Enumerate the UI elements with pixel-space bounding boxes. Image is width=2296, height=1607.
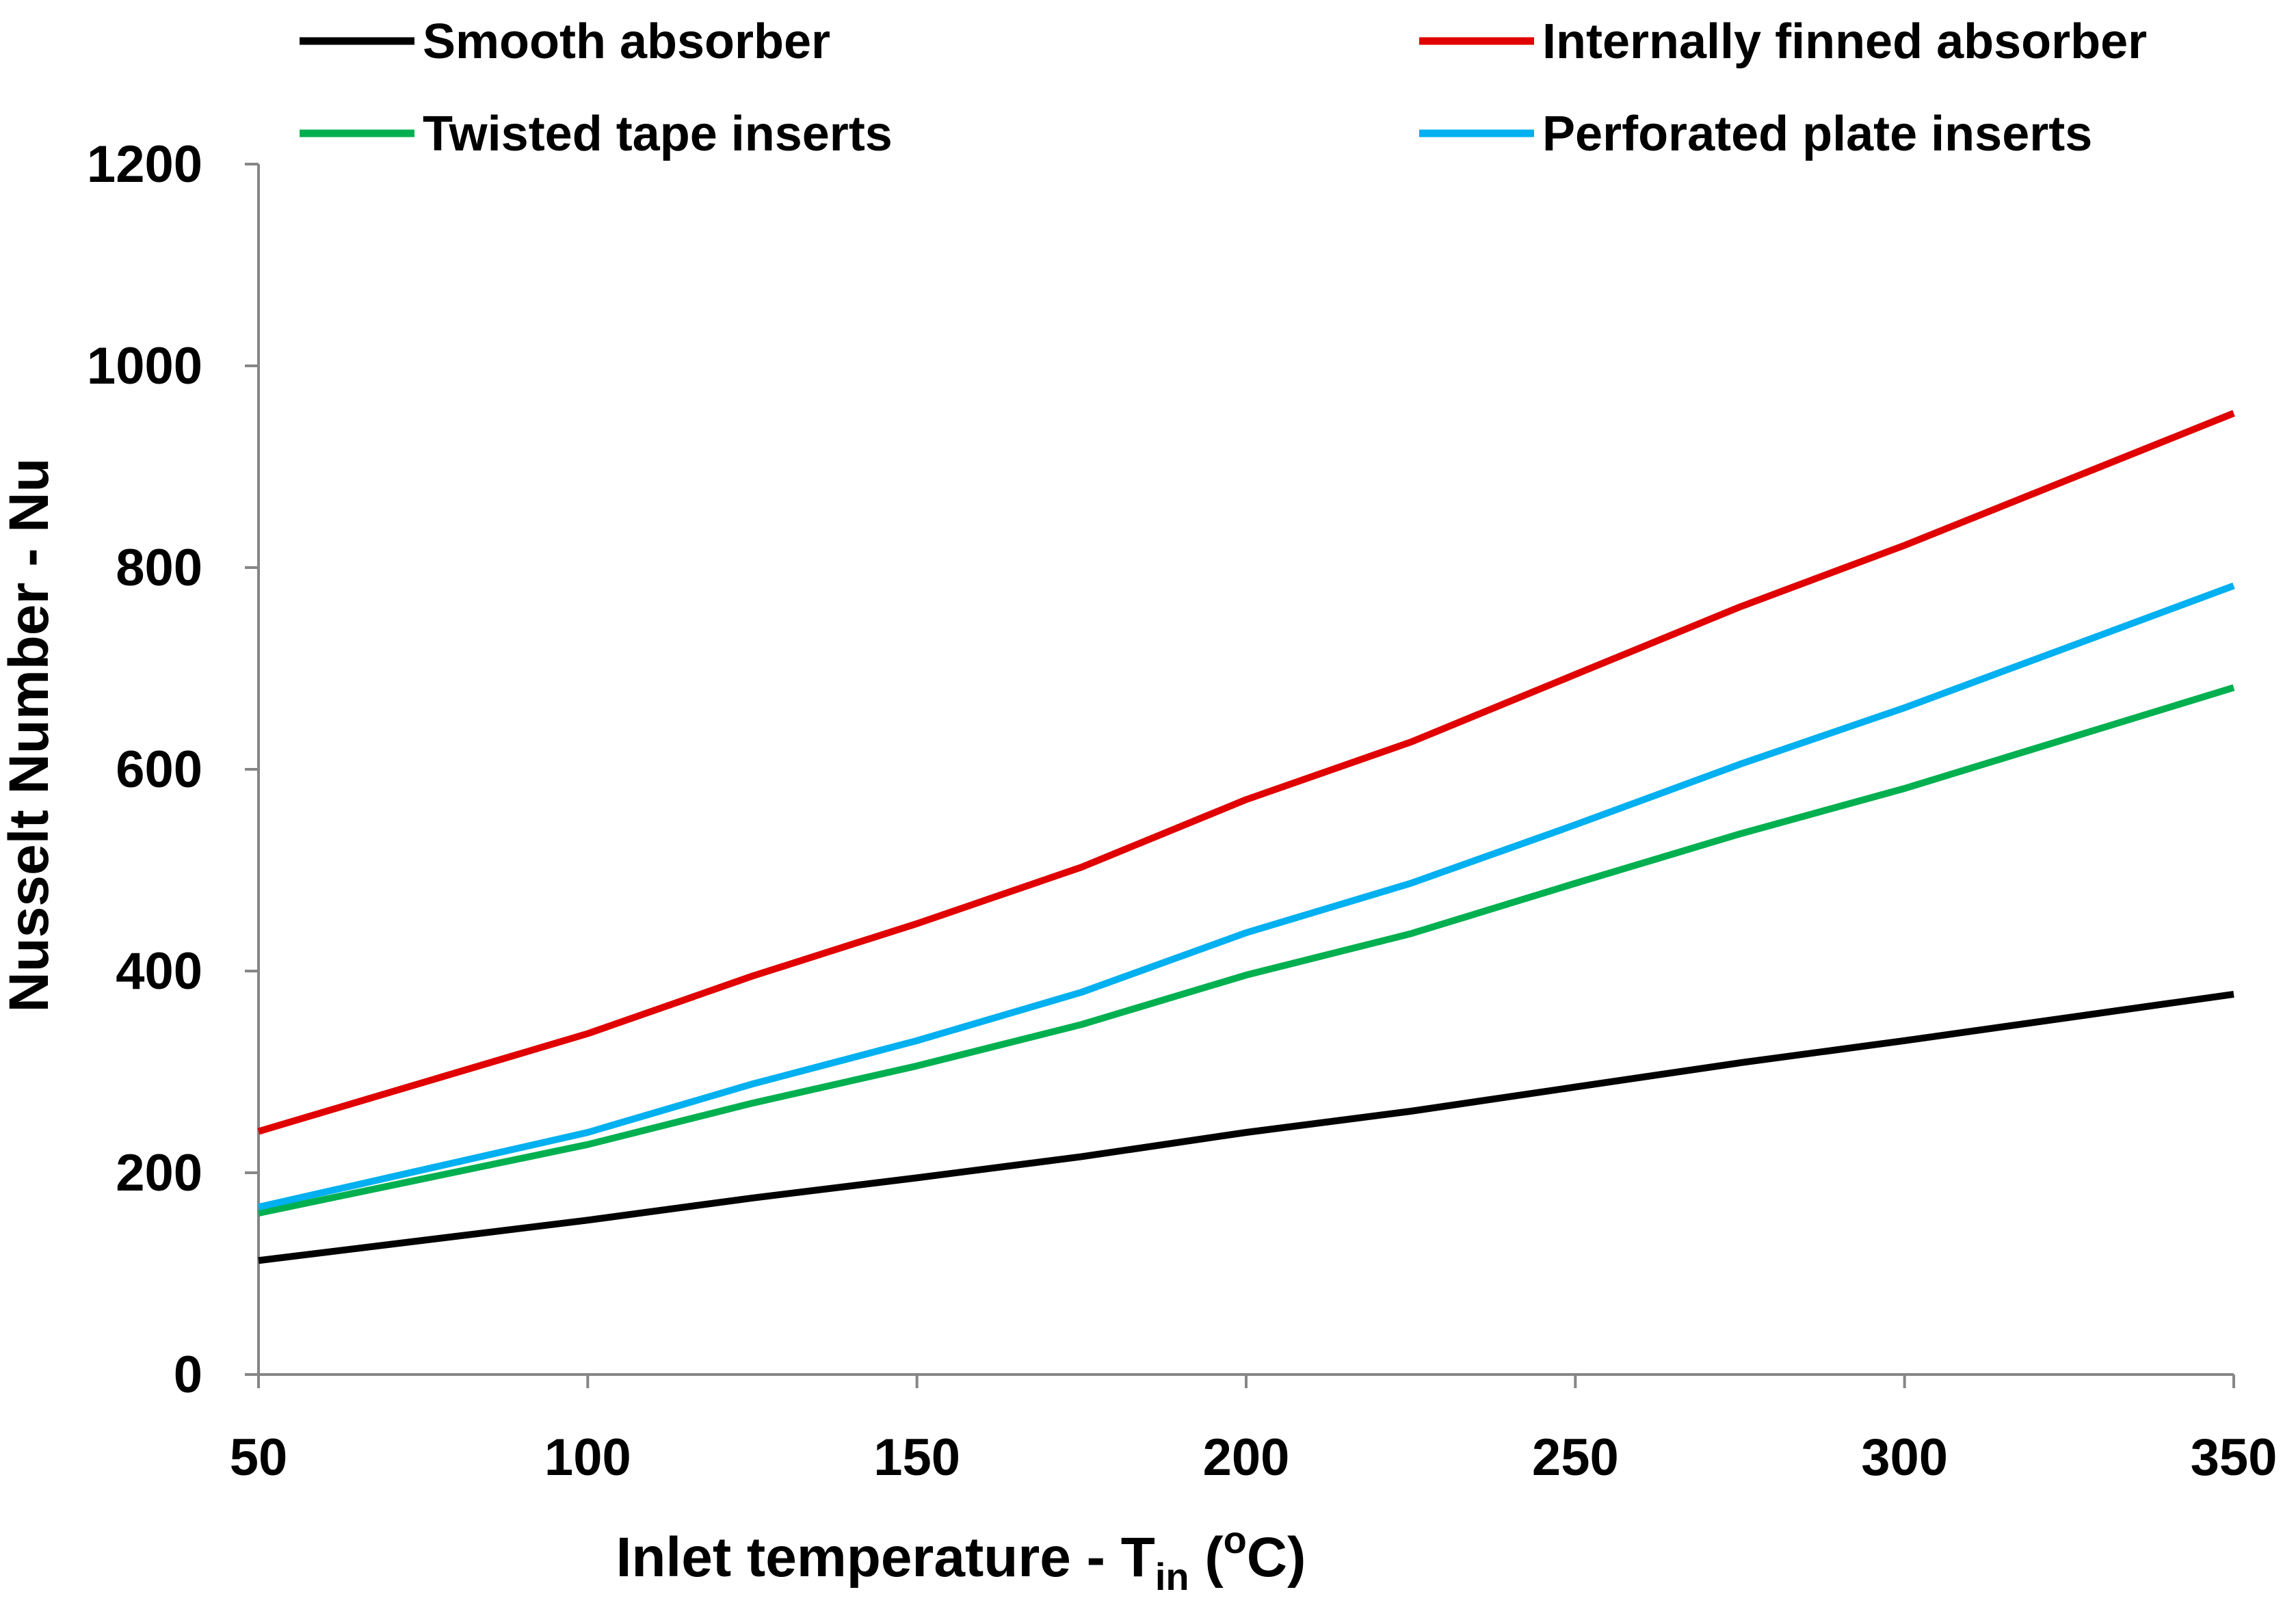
y-tick-label: 1200 (87, 135, 202, 194)
series-lines (257, 410, 2235, 1264)
x-axis-title-main: Inlet temperature - T (616, 1526, 1155, 1589)
y-tick-label: 200 (116, 1144, 202, 1202)
legend: Smooth absorber Internally finned absorbe… (300, 14, 2147, 161)
x-tick-label: 100 (544, 1429, 631, 1487)
x-axis-title-open: ( (1189, 1526, 1224, 1589)
series-line-perforated-plate-inserts (257, 582, 2235, 1211)
series-line-internally-finned-absorber (257, 410, 2235, 1135)
x-tick-label: 250 (1532, 1429, 1619, 1487)
x-tick-label: 350 (2191, 1429, 2278, 1487)
y-axis-title: Nusselt Number - Nu (0, 458, 60, 1013)
legend-label-internally-finned-absorber: Internally finned absorber (1542, 14, 2147, 69)
y-tick-label: 600 (116, 741, 202, 799)
series-line-smooth-absorber (258, 990, 2234, 1264)
x-tick-label: 150 (873, 1429, 960, 1487)
y-tick-label: 0 (174, 1346, 202, 1404)
x-axis-ticks: 50 100 150 200 250 300 350 (230, 1374, 2278, 1487)
x-axis-title-close: C) (1247, 1526, 1306, 1589)
chart-axes (257, 164, 2234, 1376)
y-axis-ticks: 0 200 400 600 800 1000 1200 (87, 135, 259, 1404)
x-tick-label: 200 (1203, 1429, 1290, 1487)
legend-label-perforated-plate-inserts: Perforated plate inserts (1542, 107, 2092, 161)
y-tick-label: 400 (116, 942, 202, 1000)
y-tick-label: 1000 (87, 337, 202, 395)
legend-label-twisted-tape-inserts: Twisted tape inserts (423, 107, 893, 161)
legend-label-smooth-absorber: Smooth absorber (423, 14, 830, 69)
y-tick-label: 800 (116, 539, 202, 597)
x-tick-label: 50 (230, 1429, 288, 1487)
x-axis-title: Inlet temperature - Tin (oC) (616, 1518, 1306, 1598)
x-tick-label: 300 (1861, 1429, 1948, 1487)
series-line-twisted-tape-inserts (257, 684, 2235, 1217)
x-axis-title-subscript: in (1155, 1555, 1189, 1598)
x-axis-title-superscript: o (1224, 1518, 1247, 1561)
